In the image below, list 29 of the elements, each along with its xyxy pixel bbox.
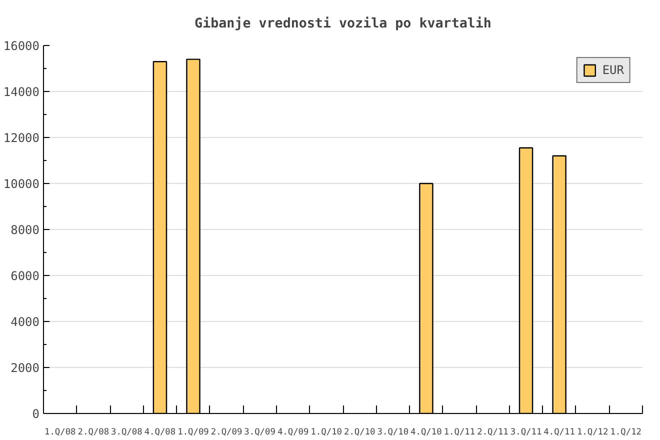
- y-tick-label: 12000: [3, 131, 40, 145]
- x-tick-label: 4.Q/08: [144, 428, 176, 438]
- y-tick-label: 14000: [3, 85, 40, 99]
- legend-label: EUR: [602, 63, 624, 77]
- y-tick-label: 10000: [3, 177, 40, 191]
- x-tick-label: 3.Q/10: [377, 428, 409, 438]
- x-tick-label: 4.Q/10: [410, 428, 442, 438]
- y-tick-label: 2000: [10, 361, 40, 375]
- y-tick-label: 16000: [3, 39, 40, 53]
- x-tick-label: 1.Q/12: [576, 428, 608, 438]
- x-tick-label: 1.Q/08: [44, 428, 76, 438]
- x-tick-label: 1.Q/10: [310, 428, 342, 438]
- y-tick-label: 4000: [10, 315, 40, 329]
- chart-title: Gibanje vrednosti vozila po kvartalih: [194, 16, 492, 32]
- y-tick-label: 8000: [10, 223, 40, 237]
- y-tick-label: 6000: [10, 269, 40, 283]
- x-tick-label: 2.Q/11: [477, 428, 508, 438]
- x-tick-label: 1.Q/09: [178, 428, 209, 438]
- x-tick-label: 4.Q/09: [277, 428, 309, 438]
- x-tick-label: 2.Q/10: [344, 428, 376, 438]
- x-tick-label: 1.Q/12: [610, 428, 642, 438]
- x-tick-label: 2.Q/08: [78, 428, 110, 438]
- x-tick-label: 1.Q/11: [444, 428, 476, 438]
- x-tick-label: 4.Q/11: [544, 428, 575, 438]
- x-tick-label: 2.Q/09: [210, 428, 242, 438]
- x-tick-label: 3.Q/09: [244, 428, 276, 438]
- x-tick-label: 3.Q/08: [111, 428, 142, 438]
- x-tick-label: 3.Q/11: [510, 428, 542, 438]
- y-tick-label: 0: [32, 407, 40, 421]
